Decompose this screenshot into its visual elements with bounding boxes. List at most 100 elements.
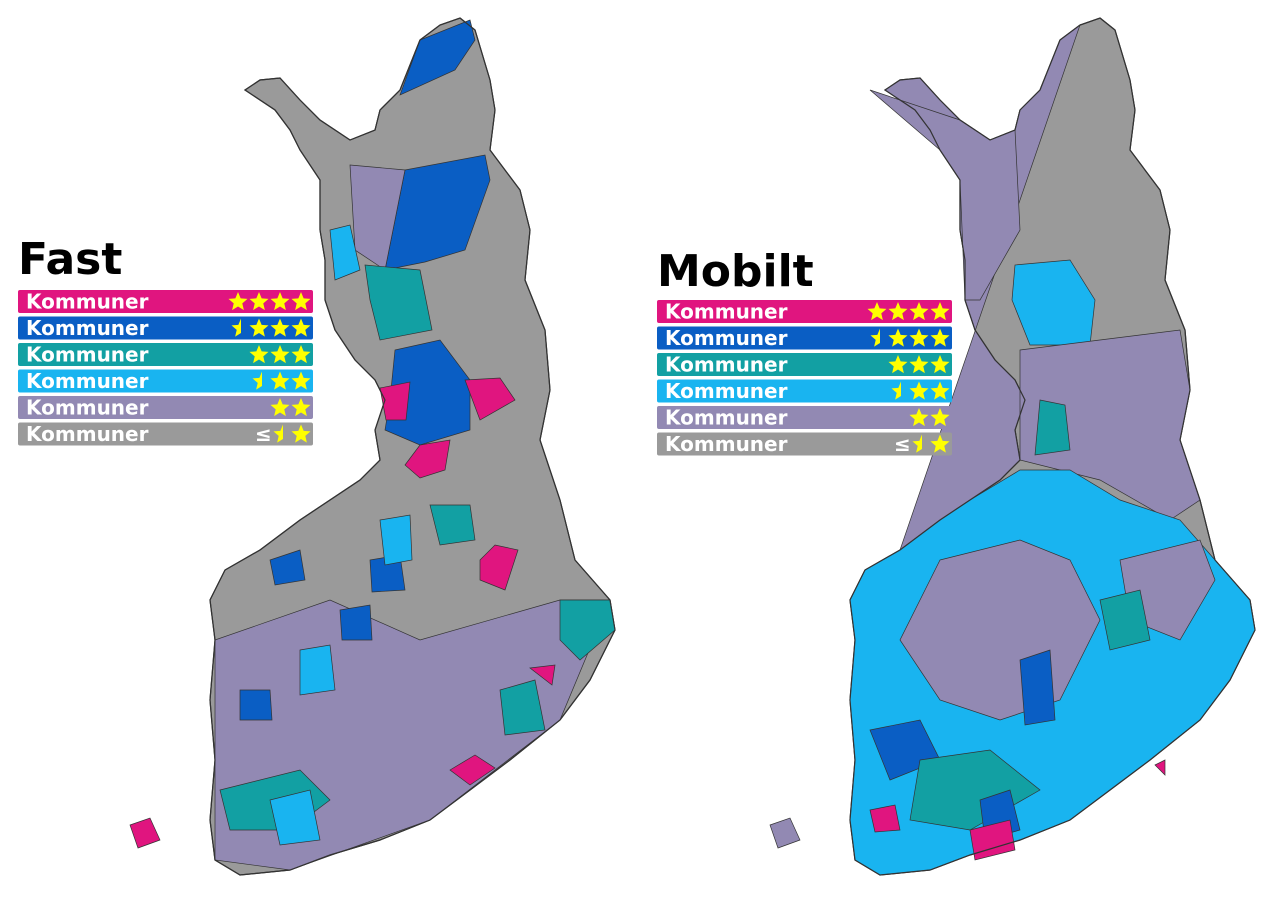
- star-rating: [912, 434, 950, 453]
- legend-label: Kommuner: [26, 422, 149, 446]
- municipality-area: [559, 599, 616, 661]
- star-rating: [273, 424, 311, 443]
- star: [291, 345, 311, 364]
- legend-label: Kommuner: [26, 290, 149, 314]
- legend-label: Kommuner: [665, 432, 788, 456]
- municipality-area: [269, 789, 321, 846]
- municipality-area: [1019, 649, 1056, 726]
- star: [291, 424, 311, 443]
- legend-label: Kommuner: [665, 406, 788, 430]
- legend-item: Kommuner: [18, 369, 313, 393]
- star: [930, 328, 950, 347]
- star: [291, 318, 311, 337]
- municipality-area: [1034, 399, 1071, 456]
- star-rating: [909, 408, 950, 427]
- map-mobilt: [769, 17, 1256, 876]
- star: [888, 355, 908, 374]
- municipality-area: [239, 689, 273, 721]
- star: [909, 408, 929, 427]
- legend-item: Kommuner: [657, 406, 952, 430]
- legends: FastKommunerKommunerKommunerKommunerKomm…: [18, 234, 952, 456]
- municipality-area: [464, 377, 516, 421]
- star: [270, 345, 290, 364]
- legend-title: Mobilt: [657, 246, 814, 297]
- legend-item: Kommuner: [657, 353, 952, 377]
- star-rating: [228, 292, 311, 311]
- star-rating: [867, 302, 950, 321]
- legend-label: Kommuner: [665, 300, 788, 324]
- star: [930, 408, 950, 427]
- star: [270, 292, 290, 311]
- star: [249, 345, 269, 364]
- legend-item: Kommuner: [18, 290, 313, 314]
- legend-item: Kommuner: [657, 379, 952, 403]
- star: [270, 371, 290, 390]
- star: [270, 318, 290, 337]
- legend-bar: [18, 369, 313, 393]
- star-rating: [252, 371, 311, 390]
- legend-label: Kommuner: [665, 326, 788, 350]
- star-rating: [870, 328, 950, 347]
- legend-label: Kommuner: [665, 379, 788, 403]
- star: [909, 302, 929, 321]
- municipality-area: [869, 89, 1021, 301]
- star: [249, 292, 269, 311]
- legend-label: Kommuner: [665, 353, 788, 377]
- municipality-area: [429, 504, 476, 546]
- star-rating: [231, 318, 311, 337]
- municipality-area: [339, 604, 373, 641]
- legend-label: Kommuner: [26, 343, 149, 367]
- star: [249, 318, 269, 337]
- half-star: [870, 328, 880, 347]
- legend-item: Kommuner: [657, 300, 952, 324]
- half-star: [231, 318, 241, 337]
- municipality-area: [479, 544, 519, 591]
- legend-bar: [18, 343, 313, 366]
- municipality-area: [1099, 589, 1151, 651]
- star-rating: [270, 398, 311, 417]
- municipality-area: [769, 817, 801, 849]
- legend-prefix: ≤: [255, 422, 272, 446]
- star: [909, 328, 929, 347]
- star-rating: [249, 345, 311, 364]
- star: [930, 355, 950, 374]
- star: [888, 302, 908, 321]
- star: [867, 302, 887, 321]
- star: [228, 292, 248, 311]
- half-star: [912, 434, 922, 453]
- legend-prefix: ≤: [894, 432, 911, 456]
- half-star: [273, 424, 283, 443]
- star: [291, 371, 311, 390]
- legend-item: Kommuner: [18, 343, 313, 367]
- star: [930, 381, 950, 400]
- municipality-area: [379, 381, 411, 421]
- star: [291, 292, 311, 311]
- star: [888, 328, 908, 347]
- land-border: [849, 17, 1256, 876]
- legend-bar: [18, 396, 313, 419]
- municipality-area: [269, 549, 306, 586]
- star: [909, 355, 929, 374]
- star-rating: [891, 381, 950, 400]
- municipality-area: [869, 804, 901, 833]
- legend-bar: [657, 406, 952, 429]
- municipality-area: [969, 819, 1016, 861]
- municipality-area: [364, 264, 433, 341]
- legend-item: Kommuner: [18, 316, 313, 340]
- map-fast: [129, 17, 616, 876]
- municipality-area: [449, 754, 496, 786]
- star: [909, 381, 929, 400]
- municipality-area: [129, 817, 161, 849]
- municipality-area: [299, 644, 336, 696]
- half-star: [891, 381, 901, 400]
- legend-item: Kommuner: [18, 396, 313, 420]
- legend-item: Kommuner: [657, 326, 952, 350]
- star: [270, 398, 290, 417]
- half-star: [252, 371, 262, 390]
- legend-label: Kommuner: [26, 369, 149, 393]
- municipality-area: [329, 224, 361, 281]
- municipality-area: [1154, 759, 1166, 776]
- municipality-area: [529, 664, 556, 686]
- land-border: [209, 17, 616, 876]
